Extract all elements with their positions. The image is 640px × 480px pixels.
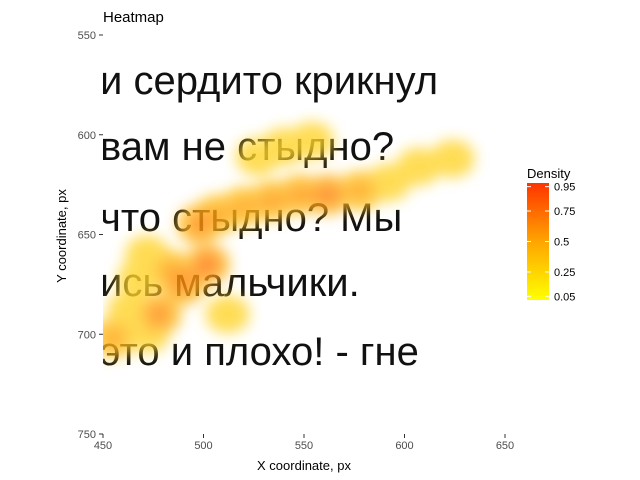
density-peak bbox=[230, 193, 257, 220]
legend-title: Density bbox=[527, 166, 571, 181]
density-region bbox=[235, 137, 280, 176]
legend-label: 0.95 bbox=[554, 182, 575, 194]
x-tick-label: 600 bbox=[395, 440, 413, 452]
density-peak bbox=[346, 177, 374, 204]
density-peak bbox=[103, 324, 127, 352]
y-axis-title: Y coordinate, px bbox=[54, 189, 69, 283]
x-tick-label: 550 bbox=[295, 440, 313, 452]
density-region bbox=[205, 295, 250, 334]
legend-label: 0.75 bbox=[554, 206, 575, 218]
density-region bbox=[430, 139, 475, 178]
y-axis: 550 600 650 700 750 bbox=[78, 30, 103, 441]
x-axis-title: X coordinate, px bbox=[257, 458, 351, 473]
density-region bbox=[290, 121, 335, 160]
y-tick-label: 700 bbox=[78, 329, 96, 341]
x-tick-label: 450 bbox=[94, 440, 112, 452]
x-axis: 450 500 550 600 650 bbox=[94, 434, 514, 452]
density-peak bbox=[258, 186, 286, 215]
x-tick-label: 500 bbox=[194, 440, 212, 452]
density-peak bbox=[145, 300, 174, 329]
legend-label: 0.5 bbox=[554, 237, 569, 249]
density-region bbox=[396, 147, 441, 186]
legend-label: 0.05 bbox=[554, 291, 575, 303]
density-peak bbox=[313, 180, 343, 210]
density-layer bbox=[103, 121, 475, 358]
density-peak bbox=[192, 249, 223, 280]
legend-label: 0.25 bbox=[554, 267, 575, 279]
y-tick-label: 550 bbox=[78, 30, 96, 42]
density-peak bbox=[286, 181, 314, 209]
y-tick-label: 600 bbox=[78, 130, 96, 142]
chart-title: Heatmap bbox=[103, 9, 164, 26]
background-text-line: и сердито крикнул bbox=[100, 59, 438, 103]
density-peak bbox=[169, 270, 198, 299]
y-tick-label: 750 bbox=[78, 429, 96, 441]
y-tick-label: 650 bbox=[78, 230, 96, 242]
legend-colorbar bbox=[527, 183, 549, 300]
x-tick-label: 650 bbox=[496, 440, 514, 452]
density-peak bbox=[204, 201, 231, 228]
density-legend: Density 0.95 0.75 0.5 0.25 0.05 bbox=[527, 166, 575, 303]
